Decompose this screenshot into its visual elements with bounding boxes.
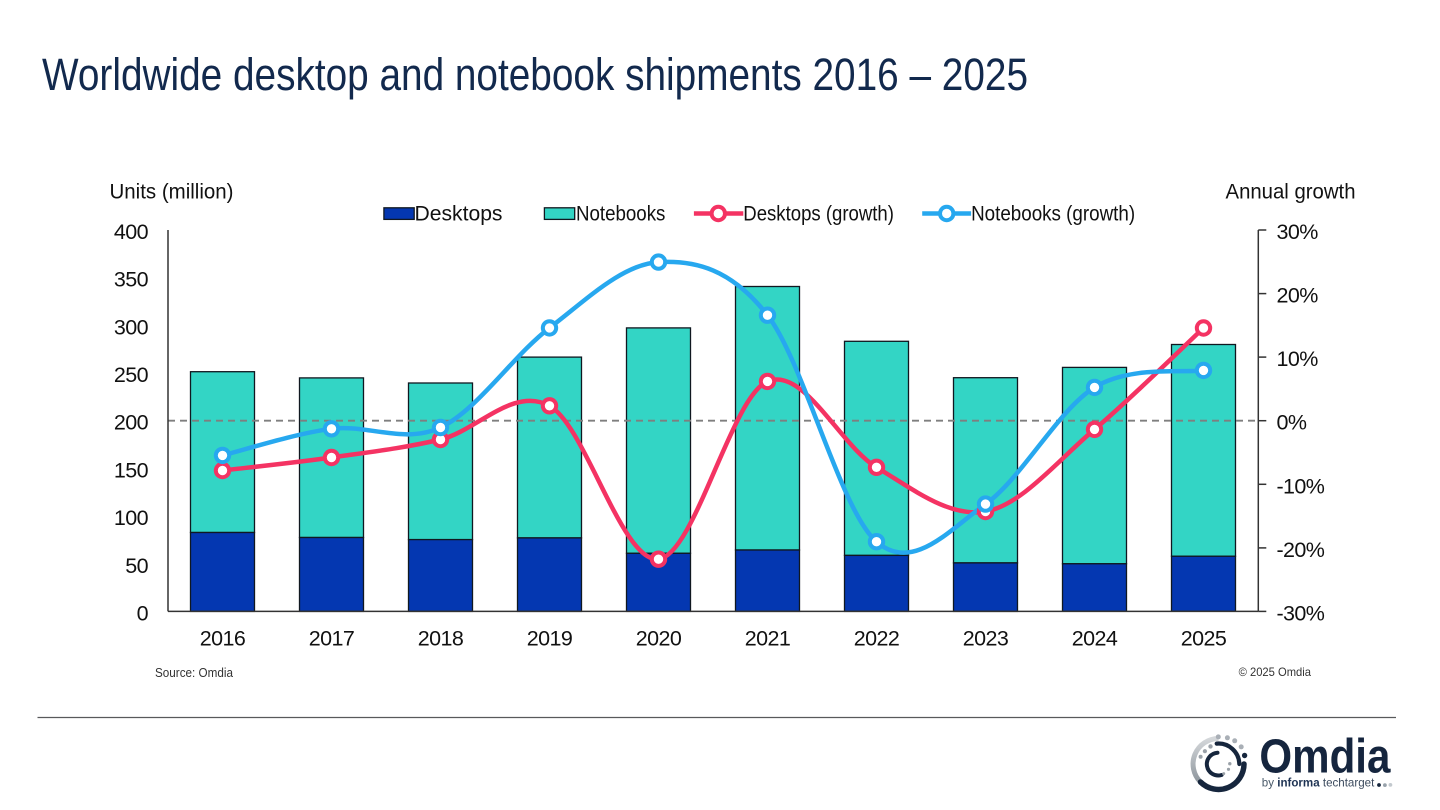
svg-text:-20%: -20%: [1277, 538, 1325, 562]
svg-text:2022: 2022: [854, 627, 899, 651]
svg-text:0: 0: [137, 602, 149, 626]
svg-text:200: 200: [114, 411, 149, 435]
svg-text:100: 100: [114, 506, 149, 530]
svg-text:Units (million): Units (million): [110, 179, 234, 203]
svg-text:Notebooks (growth): Notebooks (growth): [971, 203, 1135, 226]
svg-text:150: 150: [114, 458, 149, 482]
svg-text:350: 350: [114, 268, 149, 292]
svg-text:Worldwide desktop and notebook: Worldwide desktop and notebook shipments…: [42, 49, 1028, 100]
svg-text:Annual growth: Annual growth: [1226, 179, 1356, 203]
svg-text:2025: 2025: [1181, 627, 1227, 651]
svg-text:2019: 2019: [527, 627, 572, 651]
svg-text:-10%: -10%: [1277, 474, 1325, 498]
svg-text:Desktops (growth): Desktops (growth): [743, 203, 894, 226]
svg-text:20%: 20%: [1277, 284, 1319, 308]
svg-text:Desktops: Desktops: [415, 203, 503, 226]
svg-text:by informa techtarget: by informa techtarget: [1262, 776, 1375, 790]
svg-text:50: 50: [125, 554, 148, 578]
svg-text:Notebooks: Notebooks: [576, 203, 665, 226]
svg-text:250: 250: [114, 363, 149, 387]
svg-text:10%: 10%: [1277, 347, 1319, 371]
svg-text:-30%: -30%: [1277, 602, 1325, 626]
svg-text:2017: 2017: [309, 627, 354, 651]
svg-text:2024: 2024: [1072, 627, 1118, 651]
svg-text:2020: 2020: [636, 627, 682, 651]
svg-text:Source: Omdia: Source: Omdia: [155, 665, 234, 680]
svg-text:Omdia: Omdia: [1259, 730, 1390, 783]
svg-text:300: 300: [114, 315, 149, 339]
svg-text:2016: 2016: [200, 627, 246, 651]
svg-text:2023: 2023: [963, 627, 1009, 651]
svg-text:0%: 0%: [1277, 411, 1307, 435]
svg-text:400: 400: [114, 220, 149, 244]
svg-text:© 2025 Omdia: © 2025 Omdia: [1239, 665, 1312, 679]
svg-text:30%: 30%: [1277, 220, 1319, 244]
svg-text:2021: 2021: [745, 627, 790, 651]
svg-text:2018: 2018: [418, 627, 464, 651]
